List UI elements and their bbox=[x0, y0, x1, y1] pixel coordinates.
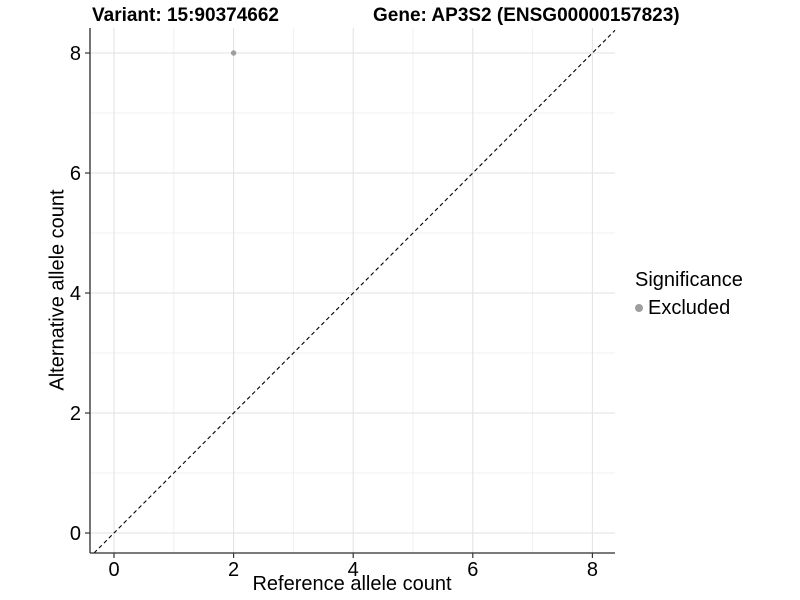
legend-entry-label: Excluded bbox=[648, 297, 731, 319]
legend-title: Significance bbox=[635, 269, 743, 291]
x-tick-label: 4 bbox=[348, 559, 359, 581]
plot-title-gene: Gene: AP3S2 (ENSG00000157823) bbox=[373, 5, 680, 26]
excluded-dot-icon bbox=[635, 304, 643, 312]
legend: Significance Excluded bbox=[635, 268, 743, 320]
x-tick-label: 8 bbox=[587, 559, 598, 581]
y-tick-label: 0 bbox=[70, 523, 81, 545]
identity-line bbox=[93, 29, 616, 554]
legend-entry-excluded: Excluded bbox=[635, 296, 743, 320]
y-tick-label: 2 bbox=[70, 403, 81, 425]
x-tick-label: 6 bbox=[467, 559, 478, 581]
y-axis-title: Alternative allele count bbox=[46, 189, 69, 391]
data-point bbox=[230, 50, 237, 56]
y-tick-label: 8 bbox=[70, 43, 81, 65]
plot-title-variant: Variant: 15:90374662 bbox=[92, 5, 279, 26]
y-tick-label: 6 bbox=[70, 163, 81, 185]
x-tick-label: 2 bbox=[228, 559, 239, 581]
y-tick-label: 4 bbox=[70, 283, 81, 305]
x-axis-title: Reference allele count bbox=[252, 573, 452, 595]
x-tick-label: 0 bbox=[108, 559, 119, 581]
